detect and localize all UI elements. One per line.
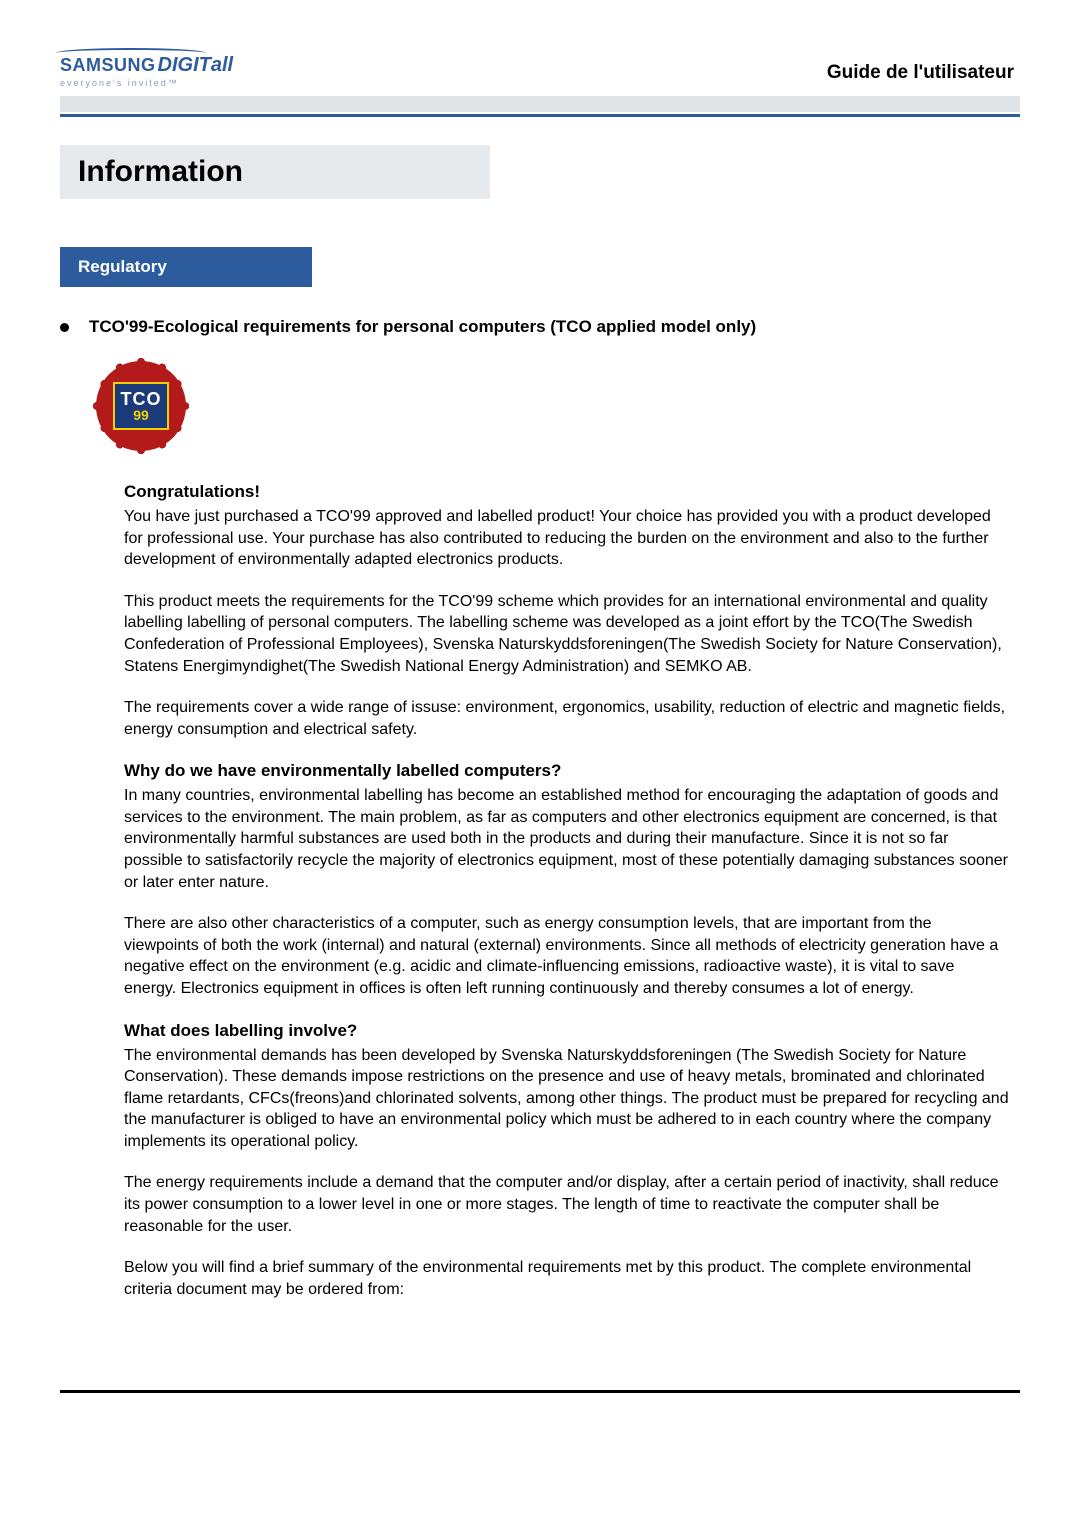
tco-badge-outer: TCO 99 [96, 361, 186, 451]
header-grey-bar [60, 96, 1020, 112]
paragraph-3: The requirements cover a wide range of i… [124, 697, 1010, 740]
heading-labelling: What does labelling involve? [124, 1020, 1010, 1043]
header-divider [60, 114, 1020, 117]
paragraph-6: The environmental demands has been devel… [124, 1045, 1010, 1153]
paragraph-2: This product meets the requirements for … [124, 591, 1010, 677]
paragraph-8: Below you will find a brief summary of t… [124, 1257, 1010, 1300]
bullet-heading-row: TCO'99-Ecological requirements for perso… [60, 317, 1020, 337]
logo-main: SAMSUNG DIGIT all [60, 54, 233, 77]
header: SAMSUNG DIGIT all everyone's invited™ Gu… [60, 48, 1020, 88]
logo-brand-digit: DIGIT [158, 54, 211, 77]
tco-badge-inner: TCO 99 [113, 382, 169, 430]
banner-right [490, 145, 1020, 199]
content-body: Congratulations! You have just purchased… [124, 481, 1010, 1300]
tco-badge-line1: TCO [121, 390, 162, 408]
heading-why: Why do we have environmentally labelled … [124, 760, 1010, 783]
heading-congratulations: Congratulations! [124, 481, 1010, 504]
tco-badge: TCO 99 [96, 361, 186, 451]
bullet-heading: TCO'99-Ecological requirements for perso… [89, 317, 756, 337]
bullet-icon [60, 323, 69, 332]
banner-left: Information [60, 145, 490, 199]
paragraph-4: In many countries, environmental labelli… [124, 785, 1010, 893]
tco-badge-line2: 99 [133, 408, 149, 422]
banner-title: Information [78, 155, 243, 189]
logo-brand-all: all [211, 54, 233, 77]
paragraph-1: You have just purchased a TCO'99 approve… [124, 506, 1010, 571]
paragraph-7: The energy requirements include a demand… [124, 1172, 1010, 1237]
section-tab-regulatory: Regulatory [60, 247, 312, 287]
tco-logo: TCO 99 [96, 361, 1020, 451]
guide-title: Guide de l'utilisateur [827, 62, 1014, 84]
bottom-divider [60, 1390, 1020, 1393]
samsung-logo: SAMSUNG DIGIT all everyone's invited™ [60, 48, 233, 88]
paragraph-5: There are also other characteristics of … [124, 913, 1010, 999]
logo-tagline: everyone's invited™ [60, 78, 233, 88]
information-banner: Information [60, 145, 1020, 199]
logo-brand-samsung: SAMSUNG [60, 55, 156, 76]
